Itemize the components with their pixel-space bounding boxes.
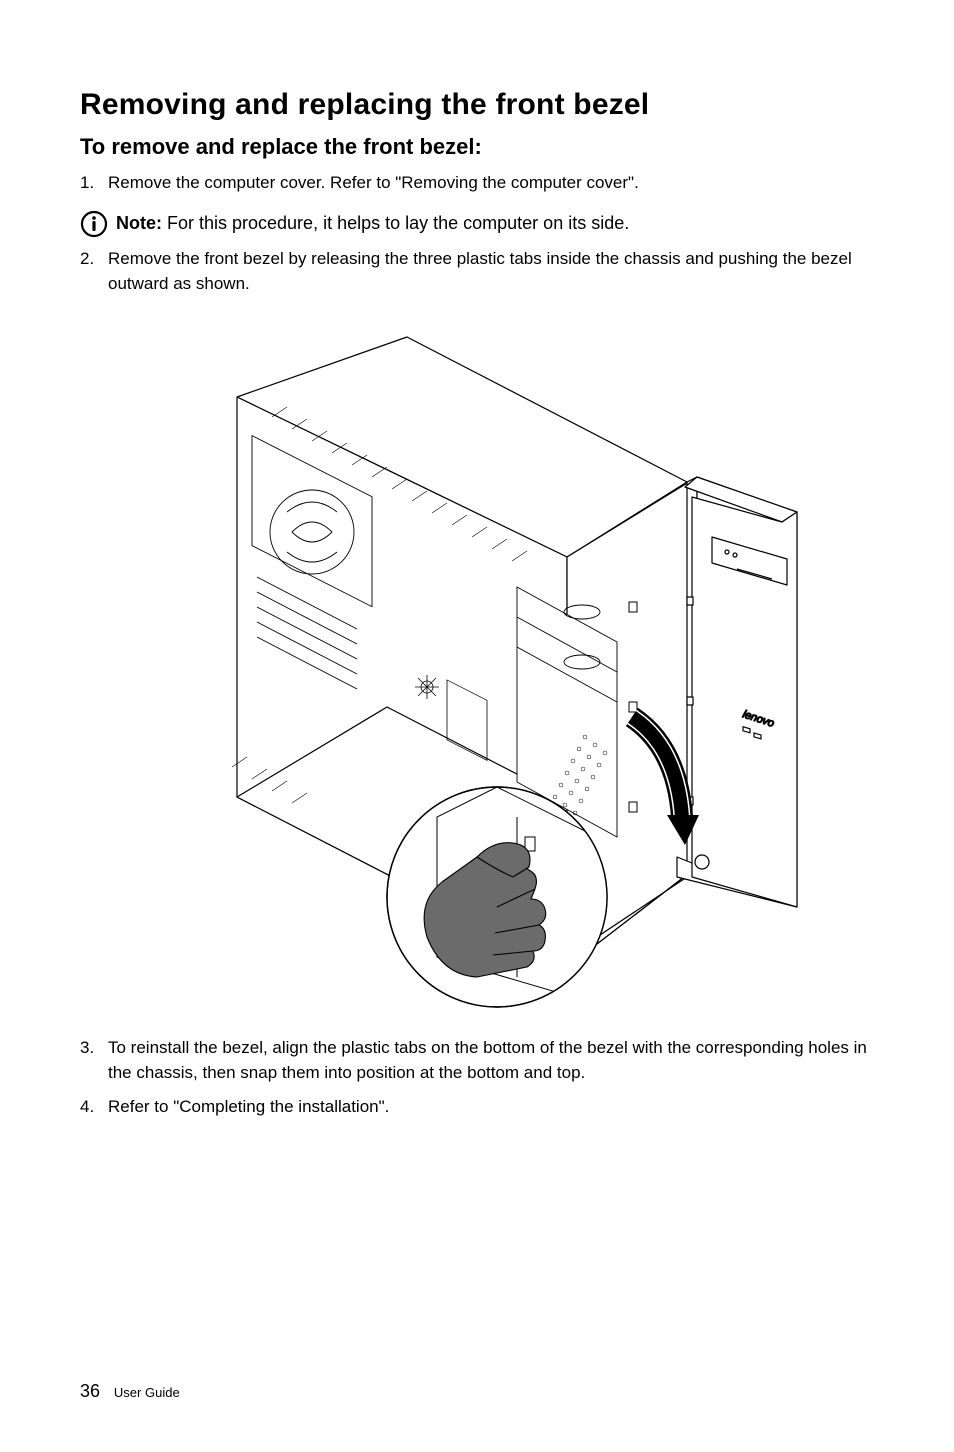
bezel-removal-figure: lenovo <box>137 317 817 1017</box>
warning-icon <box>80 210 108 238</box>
section-heading: Removing and replacing the front bezel <box>80 88 874 122</box>
step-3: 3. To reinstall the bezel, align the pla… <box>80 1035 874 1086</box>
step-text: To reinstall the bezel, align the plasti… <box>108 1035 874 1086</box>
step-number: 1. <box>80 170 108 196</box>
note-body: For this procedure, it helps to lay the … <box>162 213 629 233</box>
step-text: Refer to "Completing the installation". <box>108 1094 874 1120</box>
step-number: 2. <box>80 246 108 297</box>
note: Note: For this procedure, it helps to la… <box>80 210 874 238</box>
step-4: 4. Refer to "Completing the installation… <box>80 1094 874 1120</box>
step-text: Remove the front bezel by releasing the … <box>108 246 874 297</box>
page-number: 36 <box>80 1381 100 1401</box>
footer-label: User Guide <box>114 1385 180 1400</box>
step-number: 4. <box>80 1094 108 1120</box>
page-footer: 36 User Guide <box>80 1381 180 1402</box>
step-2: 2. Remove the front bezel by releasing t… <box>80 246 874 297</box>
step-1: 1. Remove the computer cover. Refer to "… <box>80 170 874 196</box>
note-text: Note: For this procedure, it helps to la… <box>116 213 629 234</box>
note-label: Note: <box>116 213 162 233</box>
step-text: Remove the computer cover. Refer to "Rem… <box>108 170 874 196</box>
step-number: 3. <box>80 1035 108 1086</box>
section-subheading: To remove and replace the front bezel: <box>80 134 874 160</box>
page: Removing and replacing the front bezel T… <box>0 0 954 1452</box>
